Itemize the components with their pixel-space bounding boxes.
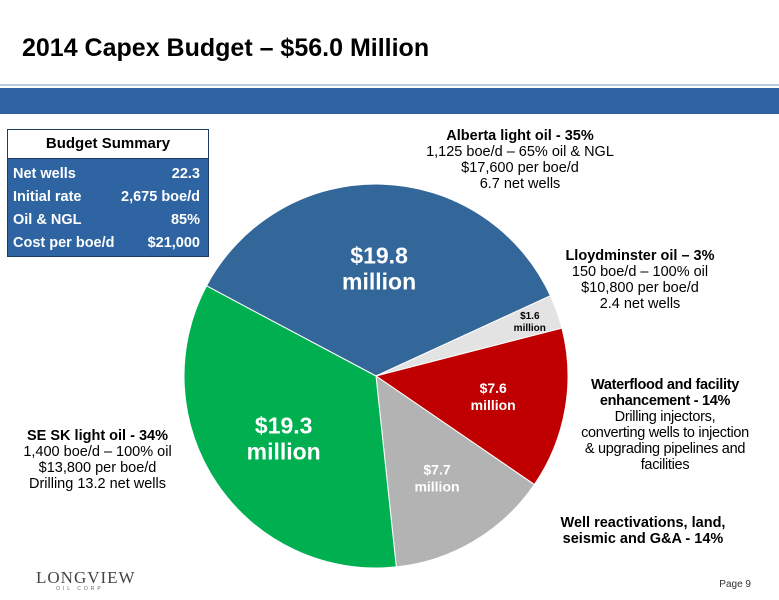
summary-row: Oil & NGL 85% <box>8 209 208 232</box>
label-alberta: Alberta light oil - 35% 1,125 boe/d – 65… <box>415 128 625 192</box>
slice-sesk <box>183 285 397 569</box>
label-waterflood-name: enhancement - 14% <box>599 393 731 409</box>
company-logo: LONGVIEW <box>36 568 136 587</box>
label-lloyd-line: 150 boe/d – 100% oil <box>571 264 709 280</box>
label-waterflood: Waterflood and facility enhancement - 14… <box>560 377 770 473</box>
slice-alberta <box>205 183 552 377</box>
label-lloydminster: Lloydminster oil – 3% 150 boe/d – 100% o… <box>560 248 720 312</box>
slice-reactivations <box>375 374 536 568</box>
summary-row: Cost per boe/d $21,000 <box>8 232 208 255</box>
company-logo-sub: OIL CORP <box>56 586 104 592</box>
label-alberta-line: $17,600 per boe/d <box>461 160 579 176</box>
label-reactivations-name: seismic and G&A - 14% <box>562 531 724 547</box>
label-lloyd-name: Lloydminster oil – 3% <box>565 248 715 264</box>
slice-waterflood <box>374 327 569 486</box>
summary-label: Oil & NGL <box>13 212 82 228</box>
title-band <box>0 88 779 114</box>
summary-row: Net wells 22.3 <box>8 163 208 186</box>
slice-data-label: $7.6 million <box>471 380 516 413</box>
label-waterflood-line: Drilling injectors, <box>614 409 716 425</box>
label-alberta-line: 6.7 net wells <box>479 176 561 192</box>
label-sesk-name: SE SK light oil - 34% <box>27 428 168 444</box>
summary-label: Net wells <box>13 166 76 182</box>
budget-summary-box: Budget Summary Net wells 22.3 Initial rat… <box>7 129 209 257</box>
budget-summary-heading: Budget Summary <box>8 130 208 159</box>
label-reactivations-name: Well reactivations, land, <box>560 515 726 531</box>
label-reactivations: Well reactivations, land, seismic and G&… <box>538 515 748 547</box>
label-alberta-line: 1,125 boe/d – 65% oil & NGL <box>426 144 614 160</box>
slice-data-label: $7.7 million <box>414 462 459 495</box>
label-lloyd-line: $10,800 per boe/d <box>581 280 699 296</box>
title-divider <box>0 84 779 86</box>
slice-data-label: $19.3 million <box>247 412 321 464</box>
label-waterflood-line: & upgrading pipelines and <box>584 441 746 457</box>
label-waterflood-line: facilities <box>640 457 690 473</box>
label-lloyd-line: 2.4 net wells <box>599 296 681 312</box>
slice-data-label: $19.8 million <box>342 243 416 295</box>
page-number: Page 9 <box>719 579 751 590</box>
label-waterflood-line: converting wells to injection <box>581 425 749 441</box>
summary-value: 22.3 <box>171 166 200 182</box>
summary-label: Initial rate <box>13 189 82 205</box>
label-waterflood-name: Waterflood and facility <box>590 377 740 393</box>
label-sesk-line: $13,800 per boe/d <box>38 460 157 476</box>
label-sesk-line: 1,400 boe/d – 100% oil <box>23 444 172 460</box>
page-title: 2014 Capex Budget – $56.0 Million <box>22 34 430 62</box>
summary-value: 2,675 boe/d <box>121 189 200 205</box>
label-alberta-name: Alberta light oil - 35% <box>446 128 594 144</box>
label-sesk: SE SK light oil - 34% 1,400 boe/d – 100%… <box>10 428 185 492</box>
label-sesk-line: Drilling 13.2 net wells <box>28 476 166 492</box>
slice-data-label: $1.6 million <box>514 311 546 334</box>
summary-label: Cost per boe/d <box>13 235 115 251</box>
summary-value: $21,000 <box>147 235 200 251</box>
summary-row: Initial rate 2,675 boe/d <box>8 186 208 209</box>
summary-value: 85% <box>170 212 200 228</box>
